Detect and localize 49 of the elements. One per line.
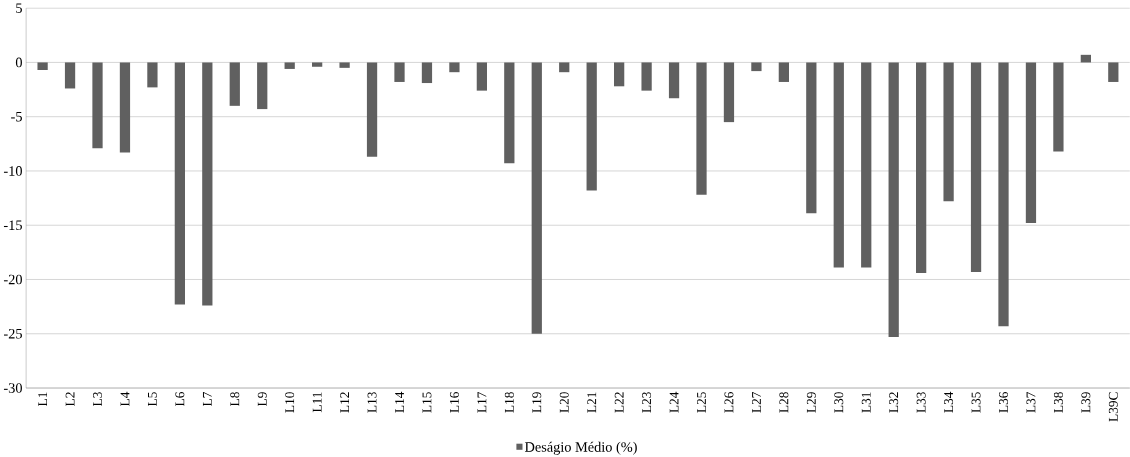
y-tick-label: -25 (3, 328, 22, 339)
x-tick-label: L12 (340, 392, 349, 413)
x-tick-label: L4 (120, 391, 130, 406)
x-tick-label: L29 (806, 392, 816, 413)
y-tick-label: 0 (15, 57, 22, 68)
x-tick-label: L1 (38, 392, 47, 406)
x-tick-label: L17 (477, 391, 487, 413)
x-tick-label: L20 (559, 392, 569, 413)
x-tick-label: L18 (504, 392, 514, 413)
x-tick-label: L32 (889, 392, 899, 413)
x-tick-label: L34 (944, 391, 954, 413)
x-tick-label: L15 (422, 392, 432, 413)
x-tick-label: L10 (285, 392, 295, 413)
x-tick-label: L23 (642, 392, 652, 413)
x-tick-label: L6 (175, 391, 185, 406)
x-tick-label: L35 (971, 392, 981, 413)
x-tick-label: L5 (147, 392, 157, 406)
x-tick-label: L11 (312, 392, 322, 413)
x-tick-label: L16 (449, 391, 459, 413)
x-tick-label: L13 (367, 392, 377, 413)
x-tick-label: L3 (93, 392, 102, 406)
x-tick-label: L28 (779, 392, 789, 413)
x-tick-label: L37 (1026, 391, 1036, 413)
y-tick-label: -5 (11, 111, 22, 122)
x-tick-label: L7 (202, 391, 212, 406)
x-tick-label: L25 (697, 392, 706, 413)
x-tick-label: L26 (724, 391, 734, 413)
y-tick-label: 5 (16, 3, 22, 13)
x-tick-label: L14 (395, 391, 404, 413)
x-tick-label: L36 (999, 391, 1008, 413)
x-tick-label: L31 (861, 392, 871, 413)
x-tick-label: L22 (614, 392, 624, 413)
x-tick-label: L2 (65, 392, 75, 406)
x-tick-label: L27 (752, 391, 761, 413)
legend-label: Deságio Médio (%) (524, 441, 637, 455)
x-tick-label: L30 (834, 392, 844, 413)
x-tick-label: L21 (587, 392, 597, 413)
x-tick-label: L33 (916, 392, 926, 413)
x-tick-label: L39C (1108, 392, 1118, 422)
y-tick-label: -20 (3, 274, 22, 285)
x-tick-label: L19 (532, 392, 542, 413)
x-tick-label: L39 (1081, 392, 1091, 413)
x-tick-label: L24 (669, 391, 679, 413)
x-tick-label: L38 (1053, 392, 1063, 413)
x-tick-label: L9 (257, 392, 267, 406)
x-tick-label: L8 (230, 392, 240, 406)
y-tick-label: -15 (3, 220, 22, 230)
y-tick-label: -10 (3, 165, 22, 176)
y-tick-label: -30 (3, 383, 22, 393)
